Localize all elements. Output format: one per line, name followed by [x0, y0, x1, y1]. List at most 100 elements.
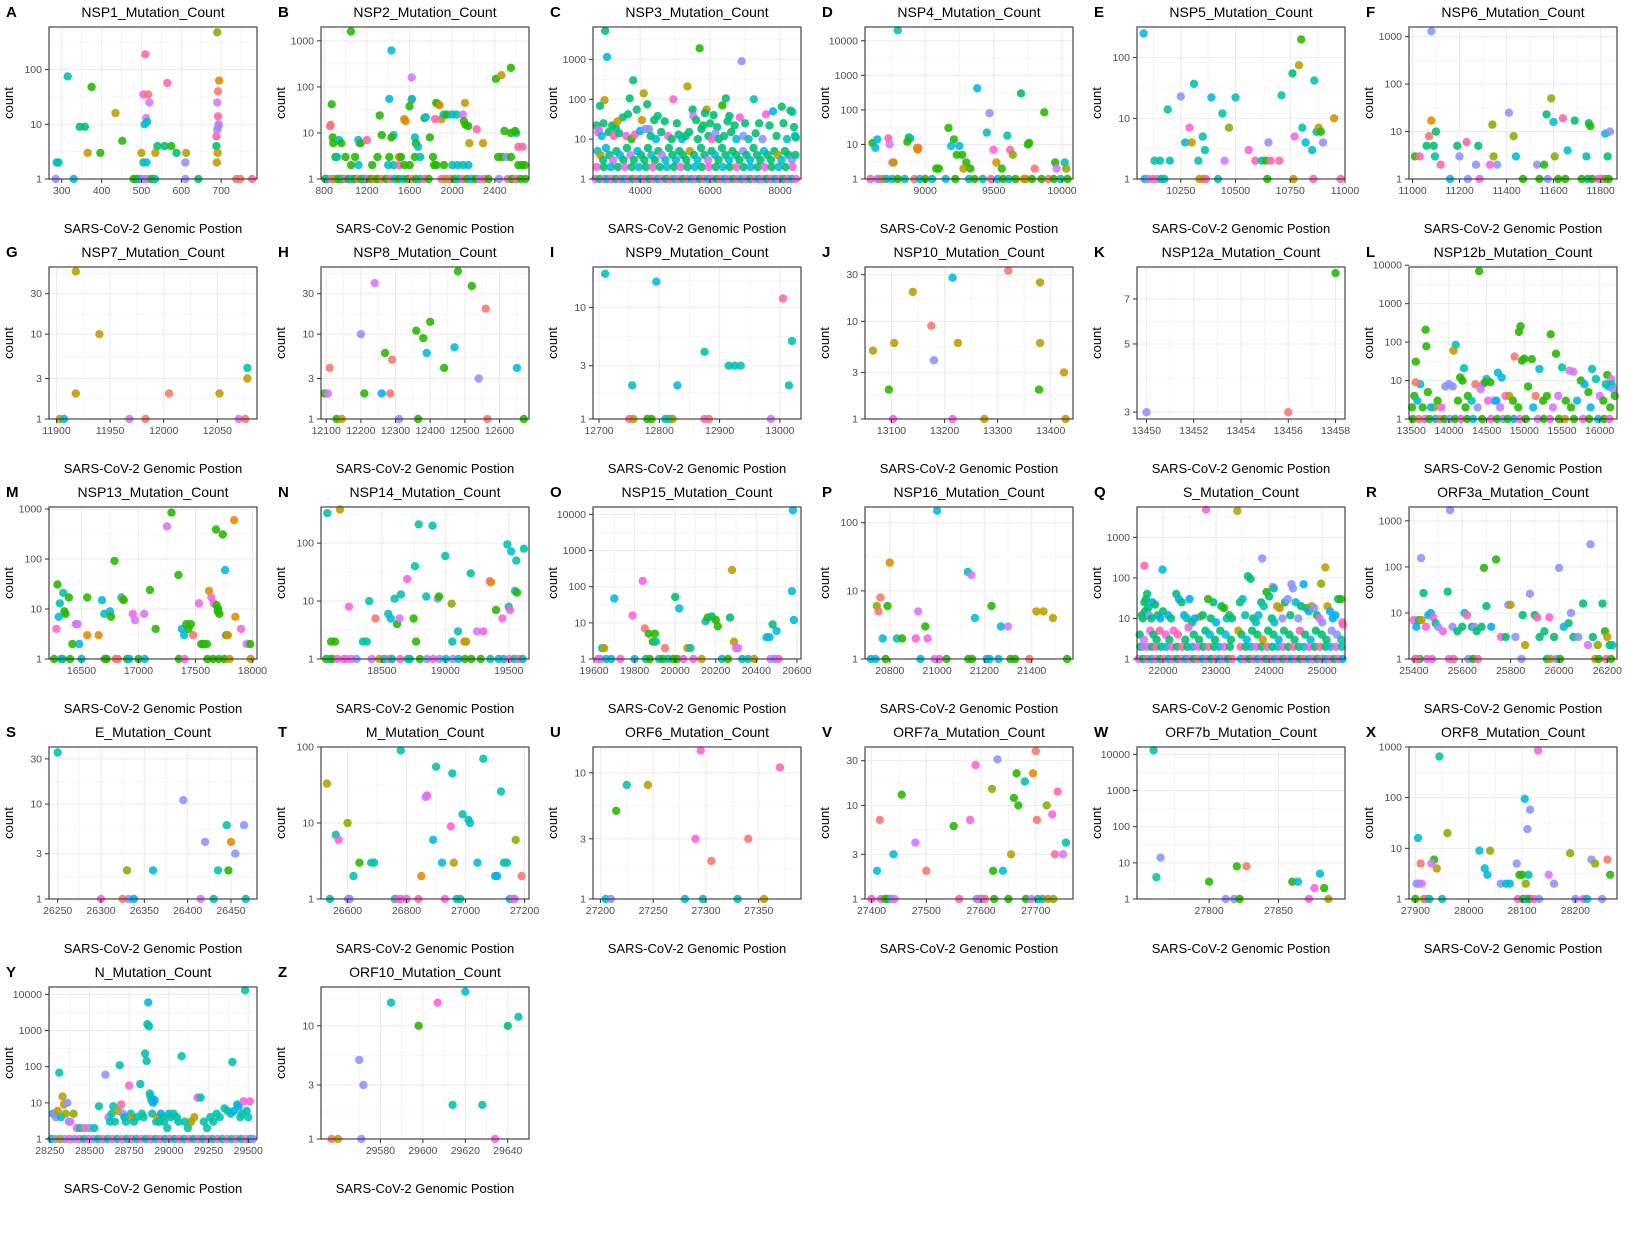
data-point	[1542, 391, 1552, 401]
panel-title: NSP1_Mutation_Count	[81, 4, 224, 20]
data-point	[1331, 268, 1340, 278]
x-tick-label: 12800	[645, 425, 674, 437]
data-point	[71, 389, 81, 398]
data-point	[1445, 506, 1455, 515]
x-tick-label: 13000	[765, 425, 794, 437]
panel-C: 4000 6000 8000 1 10 100 1000 C NSP3_Mutation_Cou…	[544, 0, 816, 240]
data-point	[211, 525, 221, 534]
x-tick-label: 26450	[216, 905, 245, 917]
x-axis-label: SARS-CoV-2 Genomic Postion	[336, 941, 514, 956]
y-tick-label: 10	[1390, 843, 1402, 855]
x-axis-label: SARS-CoV-2 Genomic Postion	[336, 461, 514, 476]
data-point	[1156, 853, 1165, 862]
x-axis-label: SARS-CoV-2 Genomic Postion	[1424, 701, 1602, 716]
data-point	[387, 46, 396, 55]
data-point	[199, 1117, 208, 1126]
data-point	[439, 363, 449, 373]
x-tick-label: 6000	[698, 185, 722, 197]
data-point	[447, 599, 456, 608]
data-point	[1155, 156, 1165, 165]
data-point	[239, 1097, 248, 1106]
data-point	[1605, 127, 1615, 136]
data-point	[1288, 69, 1297, 78]
data-point	[448, 1100, 457, 1110]
data-point	[1511, 152, 1521, 161]
y-tick-label: 10	[302, 1020, 314, 1032]
panel-letter: N	[278, 484, 289, 501]
data-point	[696, 143, 706, 153]
data-point	[1014, 801, 1023, 810]
data-point	[787, 336, 797, 346]
data-point	[875, 815, 884, 825]
data-point	[788, 162, 797, 172]
x-tick-label: 21400	[1017, 665, 1046, 677]
y-tick-label: 1000	[291, 35, 315, 47]
x-tick-label: 14000	[1434, 425, 1463, 437]
data-point	[1254, 611, 1263, 620]
data-point	[1407, 403, 1417, 412]
data-point	[90, 1123, 99, 1133]
data-point	[362, 135, 372, 145]
y-tick-label: 30	[846, 269, 858, 281]
data-point	[713, 622, 722, 631]
data-point	[1158, 565, 1167, 574]
data-point	[215, 389, 224, 398]
data-point	[478, 1100, 487, 1110]
panel-title: N_Mutation_Count	[95, 964, 212, 980]
data-point	[778, 294, 788, 303]
data-point	[142, 158, 151, 167]
x-tick-label: 9500	[982, 185, 1006, 197]
data-point	[1275, 156, 1284, 165]
data-point	[721, 94, 730, 103]
data-point	[673, 381, 682, 390]
data-point	[1012, 769, 1021, 778]
data-point	[1480, 378, 1490, 387]
data-point	[380, 348, 390, 358]
data-point	[592, 162, 601, 172]
data-point	[1572, 396, 1582, 405]
x-tick-label: 29580	[366, 1145, 395, 1157]
y-tick-label: 1000	[1379, 31, 1403, 43]
data-point	[1458, 376, 1467, 385]
data-point	[627, 162, 636, 172]
data-point	[355, 858, 364, 867]
data-point	[83, 148, 92, 158]
data-point	[359, 1080, 368, 1090]
data-point	[1608, 640, 1617, 650]
data-point	[1524, 870, 1533, 879]
panel-A: 300 400 500 600 700 1 10 100 A NSP1_Mutation_Coun…	[0, 0, 272, 240]
panel-I: 12700 12800 12900 13000 1 3 10 I NSP9_Mutation_C…	[544, 240, 816, 480]
scatter-points	[1407, 267, 1619, 424]
data-point	[417, 871, 426, 881]
x-tick-label: 11200	[1445, 185, 1474, 197]
data-point	[1181, 138, 1190, 147]
data-point	[1139, 635, 1149, 644]
data-point	[144, 1022, 154, 1031]
panel-L: 13500 14000 14500 15000 15500 16000 1 10 100 1000…	[1360, 240, 1632, 480]
data-point	[791, 150, 800, 160]
x-axis-label: SARS-CoV-2 Genomic Postion	[608, 941, 786, 956]
data-point	[1477, 622, 1486, 631]
data-point	[492, 871, 502, 881]
data-point	[1205, 630, 1214, 639]
data-point	[1583, 640, 1593, 650]
data-point	[140, 120, 149, 129]
data-point	[988, 866, 998, 875]
data-point	[346, 27, 356, 36]
data-point	[610, 594, 619, 603]
data-point	[1310, 603, 1319, 613]
data-point	[1173, 630, 1183, 639]
x-tick-label: 19800	[620, 665, 649, 677]
data-point	[1563, 146, 1572, 155]
x-tick-label: 10250	[1166, 185, 1195, 197]
data-point	[386, 998, 396, 1007]
data-point	[1301, 138, 1310, 147]
panel-title: ORF10_Mutation_Count	[349, 964, 501, 980]
data-point	[1328, 614, 1337, 623]
data-point	[1443, 587, 1452, 596]
data-point	[1224, 123, 1234, 132]
panel-title: NSP16_Mutation_Count	[894, 484, 1045, 500]
y-tick-label: 10	[30, 1097, 42, 1109]
data-point	[644, 629, 653, 638]
x-tick-label: 27400	[857, 905, 886, 917]
